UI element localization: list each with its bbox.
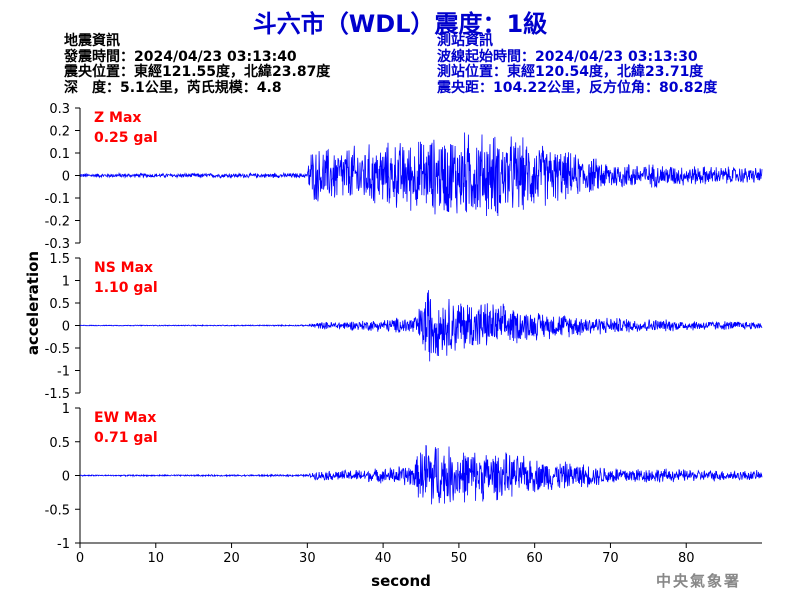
distance-azimuth: 震央距：104.22公里，反方位角：80.82度: [437, 79, 718, 96]
x-tick-label: 30: [299, 551, 316, 566]
station-info-heading: 測站資訊: [437, 33, 493, 49]
y-tick-label: -0.5: [45, 503, 70, 518]
y-tick-label: 0.5: [49, 436, 70, 451]
max-value: 1.10 gal: [94, 280, 158, 296]
y-tick-label: -1: [57, 537, 70, 552]
y-tick-label: -1.5: [45, 387, 70, 402]
y-tick-label: 0: [62, 170, 70, 185]
panel-z: -0.3 -0.2 -0.1 0 0.1 0.2 0.3 Z Max 0.25 gal: [45, 102, 763, 252]
station-location: 測站位置：東經120.54度，北緯23.71度: [437, 64, 704, 80]
quake-info-heading: 地震資訊: [64, 33, 120, 49]
quake-info-panel: 地震資訊 發震時間：2024/04/23 03:13:40 震央位置：東經121…: [64, 33, 331, 96]
max-label: NS Max: [94, 260, 153, 276]
wave-start-time: 波線起始時間：2024/04/23 03:13:30: [437, 48, 698, 65]
quake-location: 震央位置：東經121.55度，北緯23.87度: [64, 64, 331, 80]
y-tick-label: 1: [62, 402, 70, 417]
max-label: Z Max: [94, 110, 141, 126]
y-tick-label: 0: [62, 470, 70, 485]
trace-z: [79, 132, 763, 217]
quake-depth-magnitude: 深 度：5.1公里，芮氏規模：4.8: [64, 79, 282, 96]
agency-watermark: 中央氣象署: [656, 572, 742, 590]
x-tick-label: 10: [148, 551, 165, 566]
trace-ew: [80, 445, 763, 505]
station-info-panel: 測站資訊 波線起始時間：2024/04/23 03:13:30 測站位置：東經1…: [437, 33, 718, 96]
y-tick-label: 1.5: [49, 252, 70, 267]
y-tick-label: 0.5: [49, 297, 70, 312]
chart-title: 斗六市（WDL）震度：1級: [252, 10, 548, 38]
quake-time: 發震時間：2024/04/23 03:13:40: [64, 48, 297, 65]
y-tick-label: 0: [62, 320, 70, 335]
y-tick-label: 0.2: [49, 125, 70, 140]
y-tick-label: -0.2: [45, 215, 70, 230]
max-value: 0.25 gal: [94, 130, 158, 146]
x-tick-label: 80: [678, 551, 695, 566]
y-tick-label: -0.1: [45, 192, 70, 207]
y-tick-label: 0.3: [49, 102, 70, 117]
y-tick-label: -1: [57, 365, 70, 380]
x-tick-label: 70: [602, 551, 619, 566]
x-axis-label: second: [371, 572, 431, 590]
x-tick-label: 50: [451, 551, 468, 566]
y-tick-label: 0.1: [49, 147, 70, 162]
x-tick-label: 20: [223, 551, 240, 566]
y-tick-label: -0.5: [45, 342, 70, 357]
x-tick-label: 60: [526, 551, 543, 566]
panel-ns: -1.5 -1 -0.5 0 0.5 1 1.5 NS Max 1.10 gal: [45, 252, 763, 402]
panel-ew: -1 -0.5 0 0.5 1 EW Max 0.71 gal: [45, 402, 763, 552]
trace-ns: [79, 290, 763, 362]
x-tick-label: 0: [76, 551, 84, 566]
y-tick-label: -0.3: [45, 237, 70, 252]
y-tick-label: 1: [62, 275, 70, 290]
max-label: EW Max: [94, 410, 156, 426]
y-axis-label: acceleration: [24, 251, 42, 355]
x-tick-label: 40: [375, 551, 392, 566]
max-value: 0.71 gal: [94, 430, 158, 446]
